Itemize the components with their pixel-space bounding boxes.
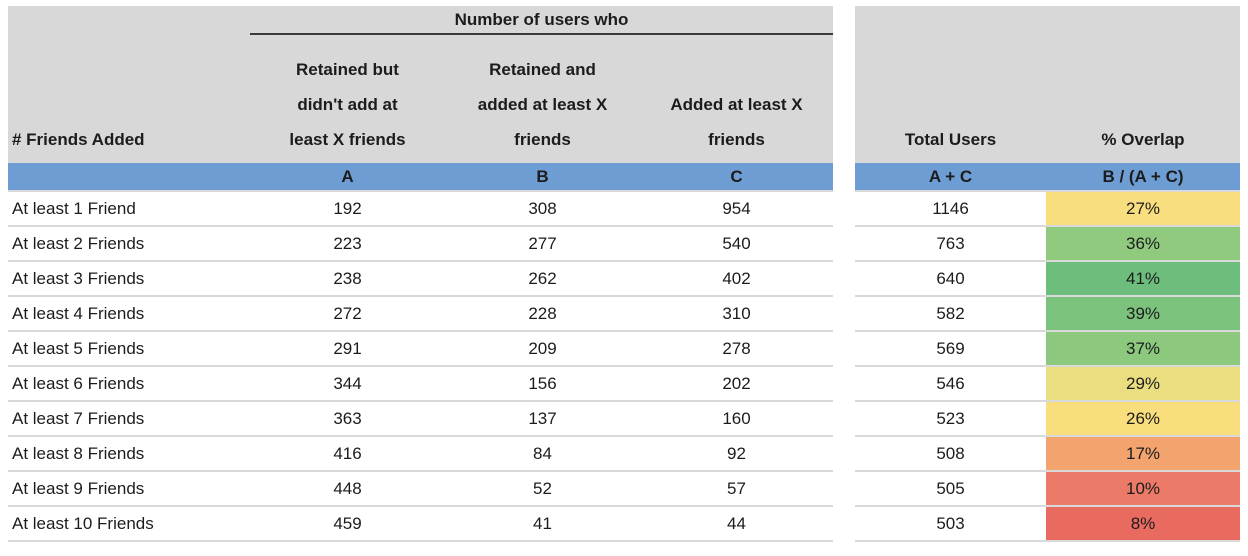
column-gap [833, 437, 855, 472]
row-label: At least 10 Friends [8, 507, 250, 542]
cell-total: 508 [855, 437, 1046, 472]
header-col-a: Retained but didn't add at least X frien… [250, 35, 445, 163]
cell-a: 363 [250, 402, 445, 437]
row-label: At least 3 Friends [8, 262, 250, 297]
row-label: At least 9 Friends [8, 472, 250, 507]
cell-c: 954 [640, 192, 833, 227]
cell-c: 202 [640, 367, 833, 402]
cell-b: 137 [445, 402, 640, 437]
row-label: At least 6 Friends [8, 367, 250, 402]
header-col-b: Retained and added at least X friends [445, 35, 640, 163]
band-label-c: C [640, 163, 833, 192]
header-percent-overlap: % Overlap [1046, 35, 1240, 163]
column-gap [833, 507, 855, 542]
column-gap [833, 297, 855, 332]
cell-a: 448 [250, 472, 445, 507]
column-gap [833, 367, 855, 402]
cell-overlap: 10% [1046, 472, 1240, 507]
column-gap [833, 472, 855, 507]
spanner-header: Number of users who [250, 6, 833, 35]
cell-overlap: 8% [1046, 507, 1240, 542]
band-blank [8, 163, 250, 192]
cell-b: 262 [445, 262, 640, 297]
cell-total: 505 [855, 472, 1046, 507]
cell-c: 402 [640, 262, 833, 297]
cell-total: 503 [855, 507, 1046, 542]
column-gap [833, 35, 855, 163]
cell-a: 223 [250, 227, 445, 262]
cell-overlap: 39% [1046, 297, 1240, 332]
header-total-users: Total Users [855, 35, 1046, 163]
cell-c: 57 [640, 472, 833, 507]
retention-table: Number of users who # Friends Added Reta… [8, 6, 1240, 542]
cell-c: 540 [640, 227, 833, 262]
cell-a: 344 [250, 367, 445, 402]
cell-c: 160 [640, 402, 833, 437]
row-label: At least 8 Friends [8, 437, 250, 472]
row-label: At least 1 Friend [8, 192, 250, 227]
cell-b: 209 [445, 332, 640, 367]
header-friends-added: # Friends Added [8, 35, 250, 163]
cell-a: 459 [250, 507, 445, 542]
cell-a: 192 [250, 192, 445, 227]
column-gap [833, 6, 855, 35]
cell-total: 569 [855, 332, 1046, 367]
cell-b: 41 [445, 507, 640, 542]
column-gap [833, 402, 855, 437]
row-label: At least 4 Friends [8, 297, 250, 332]
cell-b: 84 [445, 437, 640, 472]
cell-total: 582 [855, 297, 1046, 332]
cell-overlap: 37% [1046, 332, 1240, 367]
band-label-a: A [250, 163, 445, 192]
header-corner-blank [8, 6, 250, 35]
cell-c: 44 [640, 507, 833, 542]
column-gap [833, 192, 855, 227]
cell-b: 52 [445, 472, 640, 507]
band-label-b: B [445, 163, 640, 192]
column-gap [833, 227, 855, 262]
cell-total: 546 [855, 367, 1046, 402]
cell-overlap: 36% [1046, 227, 1240, 262]
cell-b: 308 [445, 192, 640, 227]
cell-c: 92 [640, 437, 833, 472]
row-label: At least 5 Friends [8, 332, 250, 367]
row-label: At least 2 Friends [8, 227, 250, 262]
cell-b: 156 [445, 367, 640, 402]
cell-a: 291 [250, 332, 445, 367]
header-col-c: Added at least X friends [640, 35, 833, 163]
band-label-overlap: B / (A + C) [1046, 163, 1240, 192]
cell-total: 1146 [855, 192, 1046, 227]
cell-overlap: 17% [1046, 437, 1240, 472]
cell-b: 228 [445, 297, 640, 332]
column-gap [833, 332, 855, 367]
cell-a: 416 [250, 437, 445, 472]
cell-c: 310 [640, 297, 833, 332]
cell-a: 272 [250, 297, 445, 332]
cell-a: 238 [250, 262, 445, 297]
band-label-total: A + C [855, 163, 1046, 192]
cell-total: 640 [855, 262, 1046, 297]
cell-overlap: 26% [1046, 402, 1240, 437]
cell-total: 523 [855, 402, 1046, 437]
cell-overlap: 29% [1046, 367, 1240, 402]
cell-total: 763 [855, 227, 1046, 262]
cell-b: 277 [445, 227, 640, 262]
cell-c: 278 [640, 332, 833, 367]
cell-overlap: 41% [1046, 262, 1240, 297]
cell-overlap: 27% [1046, 192, 1240, 227]
right-header-blank [855, 6, 1240, 35]
column-gap [833, 163, 855, 192]
row-label: At least 7 Friends [8, 402, 250, 437]
column-gap [833, 262, 855, 297]
